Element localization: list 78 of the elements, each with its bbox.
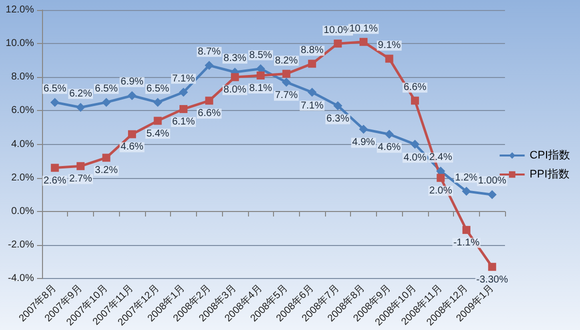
data-label: 7.7% xyxy=(274,90,298,102)
data-label: 6.6% xyxy=(198,108,221,120)
data-label: 6.5% xyxy=(146,83,170,94)
data-label: 2.0% xyxy=(429,185,452,196)
y-tick-label: 0.0% xyxy=(11,206,34,217)
point xyxy=(154,116,162,125)
point xyxy=(359,124,368,134)
data-label: 7.1% xyxy=(172,73,195,84)
data-label: 4.0% xyxy=(404,152,426,164)
point xyxy=(488,190,497,200)
data-label: 6.9% xyxy=(120,76,144,88)
legend-label: PPI指数 xyxy=(530,168,570,180)
point xyxy=(50,164,59,172)
data-label: 2.7% xyxy=(69,174,92,185)
data-label: 6.3% xyxy=(326,114,350,125)
y-tick-label: 8.0% xyxy=(11,72,34,83)
data-label: 6.6% xyxy=(404,82,426,94)
data-label: 8.0% xyxy=(224,84,246,96)
y-tick-label: -4.0% xyxy=(8,273,34,284)
data-label: 8.1% xyxy=(249,82,272,94)
point xyxy=(462,226,470,234)
point xyxy=(410,140,420,149)
point xyxy=(204,60,214,70)
data-label: 8.8% xyxy=(300,45,324,56)
point xyxy=(256,71,265,80)
data-label: 1.2% xyxy=(455,172,478,184)
point xyxy=(50,98,60,107)
data-label: 5.4% xyxy=(146,128,170,140)
y-tick-label: 6.0% xyxy=(11,105,34,116)
data-label: 6.5% xyxy=(94,83,118,94)
point xyxy=(76,162,85,170)
point xyxy=(410,96,419,105)
point xyxy=(230,73,239,82)
data-label: 2.6% xyxy=(43,175,66,186)
data-label: 7.1% xyxy=(300,100,324,112)
point xyxy=(308,60,316,68)
y-tick-label: 2.0% xyxy=(11,172,34,184)
point xyxy=(153,98,162,107)
data-label: 4.6% xyxy=(378,142,401,154)
data-label: 3.2% xyxy=(94,165,118,176)
data-label: 8.3% xyxy=(224,53,246,64)
point xyxy=(282,70,290,78)
point xyxy=(308,88,317,97)
point xyxy=(282,78,291,87)
point xyxy=(334,40,342,48)
point xyxy=(488,262,496,271)
y-tick-label: 4.0% xyxy=(11,138,34,150)
data-label: 6.2% xyxy=(69,88,92,100)
point xyxy=(102,98,111,107)
point xyxy=(333,101,342,110)
y-tick-label: -2.0% xyxy=(8,240,34,251)
point xyxy=(128,130,136,138)
legend-label: CPI指数 xyxy=(530,150,570,162)
data-label: -1.1% xyxy=(453,237,480,248)
data-label: 6.5% xyxy=(43,83,66,94)
point xyxy=(179,105,188,114)
point xyxy=(360,38,368,46)
point xyxy=(205,96,214,105)
data-label: 9.1% xyxy=(378,40,401,52)
point xyxy=(102,154,110,162)
data-label: 8.2% xyxy=(274,55,298,66)
point xyxy=(384,130,394,139)
data-label: 2.4% xyxy=(429,152,452,164)
point xyxy=(436,174,445,182)
data-label: 4.9% xyxy=(352,137,376,148)
data-label: 6.1% xyxy=(172,116,195,128)
y-tick-label: 12.0% xyxy=(6,4,34,16)
data-label: 8.5% xyxy=(249,50,272,61)
data-label: -3.30% xyxy=(476,274,508,286)
data-label: 8.7% xyxy=(198,46,221,58)
point xyxy=(178,88,188,97)
y-tick-label: 10.0% xyxy=(6,38,34,50)
data-label: 4.6% xyxy=(120,142,144,153)
point xyxy=(462,186,471,196)
point xyxy=(385,54,394,63)
point xyxy=(128,91,137,100)
point xyxy=(76,102,86,112)
data-label: 1.00% xyxy=(478,176,506,187)
